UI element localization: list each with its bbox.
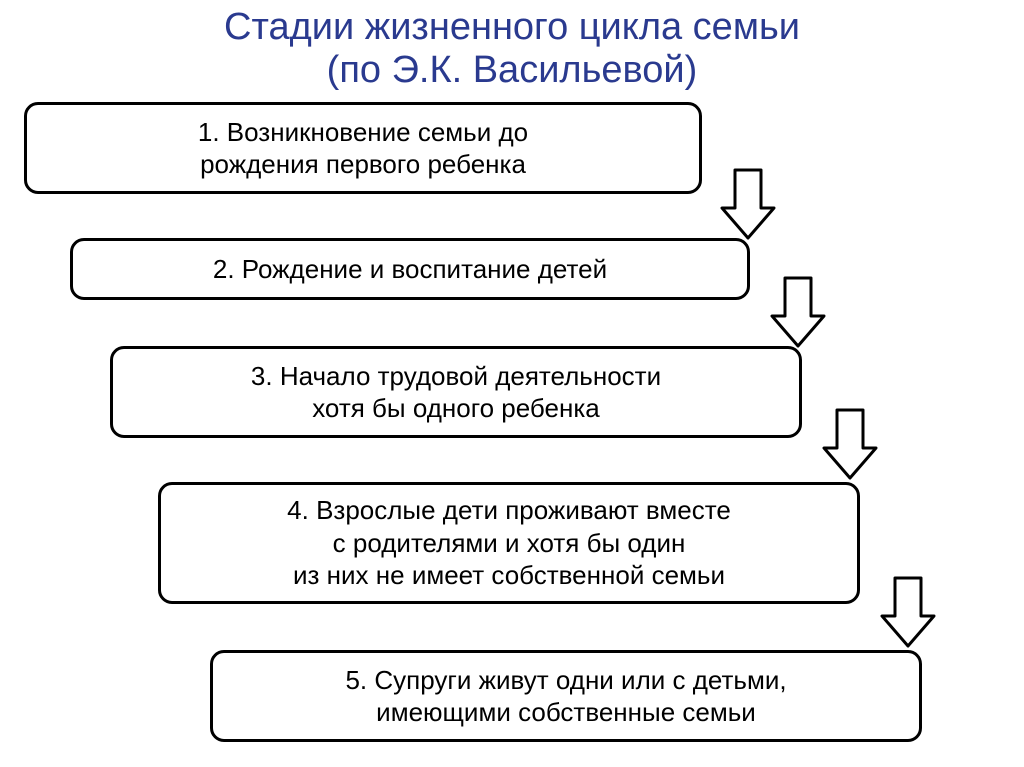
down-arrow-icon — [880, 576, 936, 648]
stage-box-1: 1. Возникновение семьи до рождения перво… — [24, 102, 702, 194]
down-arrow-icon — [720, 168, 776, 240]
stage-box-3: 3. Начало трудовой деятельности хотя бы … — [110, 346, 802, 438]
stage-box-4: 4. Взрослые дети проживают вместе с роди… — [158, 482, 860, 604]
down-arrow-icon — [822, 408, 878, 480]
down-arrow-icon — [770, 276, 826, 348]
slide-title: Стадии жизненного цикла семьи (по Э.К. В… — [0, 6, 1024, 92]
stage-box-5: 5. Супруги живут одни или с детьми, имею… — [210, 650, 922, 742]
stage-box-2: 2. Рождение и воспитание детей — [70, 238, 750, 300]
